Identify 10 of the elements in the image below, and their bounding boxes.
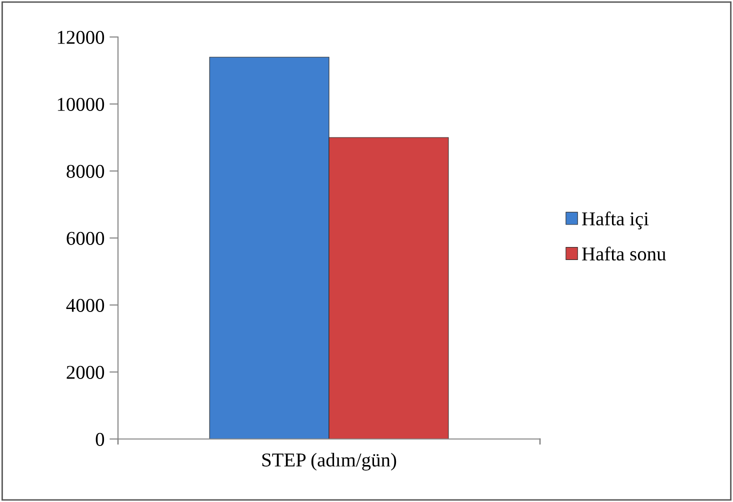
x-tick-label: STEP (adım/gün) (262, 452, 396, 471)
legend-label: Hafta içi (582, 212, 649, 230)
y-tick-label: 10000 (58, 98, 104, 111)
y-tick-label: 0 (96, 432, 104, 446)
y-tick-label: 12000 (58, 30, 104, 44)
y-tick-label: 6000 (66, 232, 104, 245)
y-tick-label: 8000 (66, 164, 104, 178)
y-tick-label: 2000 (66, 366, 104, 379)
legend-label: Hafta sonu (582, 246, 666, 261)
y-tick-label: 4000 (66, 298, 104, 312)
